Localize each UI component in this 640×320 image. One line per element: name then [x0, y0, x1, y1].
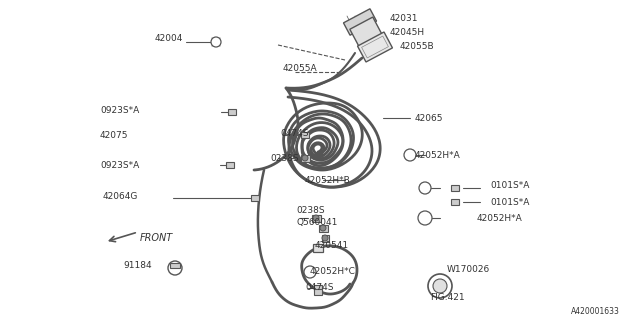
- Text: 0101S*A: 0101S*A: [490, 197, 529, 206]
- Circle shape: [211, 37, 221, 47]
- Bar: [319, 225, 328, 231]
- Bar: [358, 32, 392, 62]
- Bar: [350, 17, 382, 47]
- Text: 0238S: 0238S: [270, 154, 299, 163]
- Text: 42075: 42075: [100, 131, 129, 140]
- Circle shape: [418, 211, 432, 225]
- Bar: [226, 162, 234, 168]
- Text: 91184: 91184: [124, 260, 152, 269]
- Circle shape: [433, 279, 447, 293]
- Bar: [451, 199, 459, 205]
- Text: 0474S: 0474S: [280, 129, 308, 138]
- Bar: [301, 132, 309, 138]
- Circle shape: [304, 266, 316, 278]
- Text: 0474S: 0474S: [305, 284, 333, 292]
- Bar: [321, 235, 328, 242]
- Text: 42052H*A: 42052H*A: [477, 213, 523, 222]
- Bar: [313, 244, 323, 252]
- Bar: [170, 263, 180, 268]
- Text: A420001633: A420001633: [571, 308, 620, 316]
- Bar: [451, 185, 459, 191]
- Text: 42065: 42065: [415, 114, 444, 123]
- Circle shape: [313, 215, 319, 221]
- Text: FRONT: FRONT: [140, 233, 173, 243]
- Text: 42052H*C: 42052H*C: [310, 268, 356, 276]
- Bar: [251, 195, 259, 201]
- Text: 42004: 42004: [155, 34, 183, 43]
- Text: 42055B: 42055B: [400, 42, 435, 51]
- Circle shape: [168, 261, 182, 275]
- Bar: [312, 214, 321, 221]
- Circle shape: [302, 155, 308, 161]
- Text: 42055A: 42055A: [283, 63, 317, 73]
- Text: 0238S: 0238S: [296, 205, 324, 214]
- Text: 42031: 42031: [390, 13, 419, 22]
- Circle shape: [404, 149, 416, 161]
- Text: Q560041: Q560041: [296, 218, 337, 227]
- Text: W170026: W170026: [447, 266, 490, 275]
- Bar: [228, 109, 236, 115]
- Text: 0101S*A: 0101S*A: [490, 180, 529, 189]
- Text: 42064G: 42064G: [103, 191, 138, 201]
- Text: 42052H*A: 42052H*A: [415, 150, 461, 159]
- Bar: [314, 285, 322, 291]
- Text: 420541: 420541: [315, 241, 349, 250]
- Text: 42045H: 42045H: [390, 28, 425, 36]
- Bar: [344, 9, 376, 35]
- Bar: [301, 155, 310, 162]
- Bar: [314, 289, 322, 295]
- Text: 0923S*A: 0923S*A: [100, 106, 140, 115]
- Bar: [362, 36, 388, 58]
- Text: FIG.421: FIG.421: [430, 293, 465, 302]
- Circle shape: [428, 274, 452, 298]
- Circle shape: [320, 225, 326, 231]
- Text: 42052H*B: 42052H*B: [305, 175, 351, 185]
- Circle shape: [419, 182, 431, 194]
- Text: 0923S*A: 0923S*A: [100, 161, 140, 170]
- Circle shape: [322, 235, 328, 241]
